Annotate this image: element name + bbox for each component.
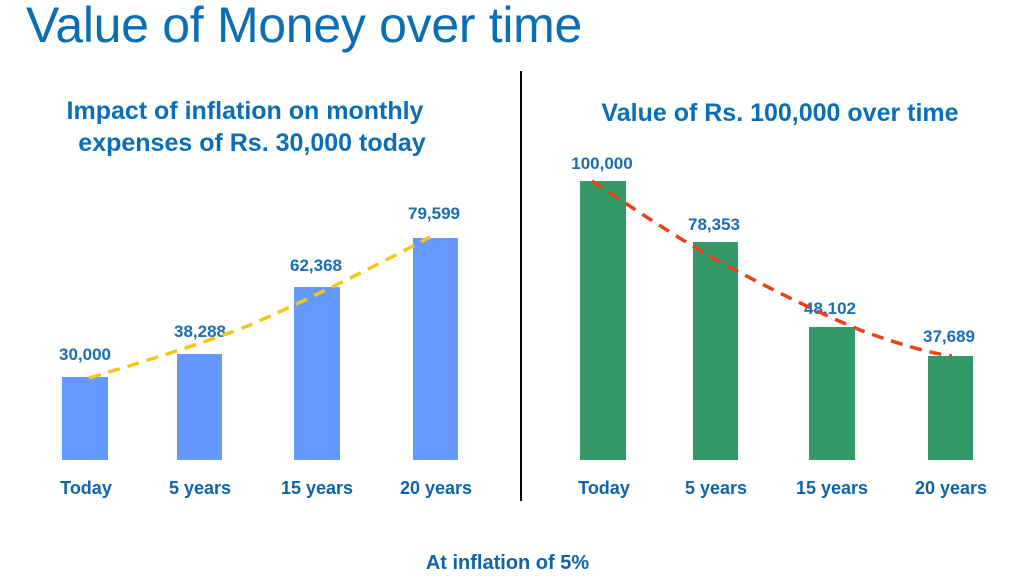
right-value-label: 48,102 <box>804 299 856 318</box>
right-bar-today <box>580 181 626 460</box>
left-value-label: 38,288 <box>174 322 226 341</box>
chart-divider <box>520 71 522 501</box>
right-x-label: Today <box>578 478 630 498</box>
left-x-label: 5 years <box>168 478 232 498</box>
right-chart-title: Value of Rs. 100,000 over time <box>601 99 959 127</box>
left-bar-20-years <box>413 238 458 460</box>
footer-note: At inflation of 5% <box>425 552 590 574</box>
right-x-label: 5 years <box>684 478 748 498</box>
right-x-label: 20 years <box>914 478 988 498</box>
left-value-label: 62,368 <box>290 256 342 275</box>
left-chart-title: Impact of inflation on monthly expenses … <box>40 95 450 159</box>
right-value-label: 37,689 <box>923 327 975 346</box>
left-chart-title-line1: Impact of inflation on monthly <box>66 97 424 125</box>
right-bar-5-years <box>693 242 738 460</box>
left-bar-5-years <box>177 354 222 460</box>
right-value-label: 100,000 <box>571 154 633 173</box>
page-title: Value of Money over time <box>26 0 583 53</box>
left-x-label: 20 years <box>399 478 473 498</box>
left-x-label: 15 years <box>280 478 354 498</box>
left-value-label: 79,599 <box>408 204 460 223</box>
right-bar-20-years <box>928 356 973 460</box>
left-bar-today <box>62 377 108 460</box>
left-chart-title-line2: expenses of Rs. 30,000 today <box>78 129 426 157</box>
right-x-label: 15 years <box>795 478 869 498</box>
right-bar-15-years <box>809 327 855 460</box>
left-x-label: Today <box>60 478 112 498</box>
left-value-label: 30,000 <box>59 345 111 364</box>
left-bar-15-years <box>294 287 340 460</box>
right-value-label: 78,353 <box>688 215 740 234</box>
